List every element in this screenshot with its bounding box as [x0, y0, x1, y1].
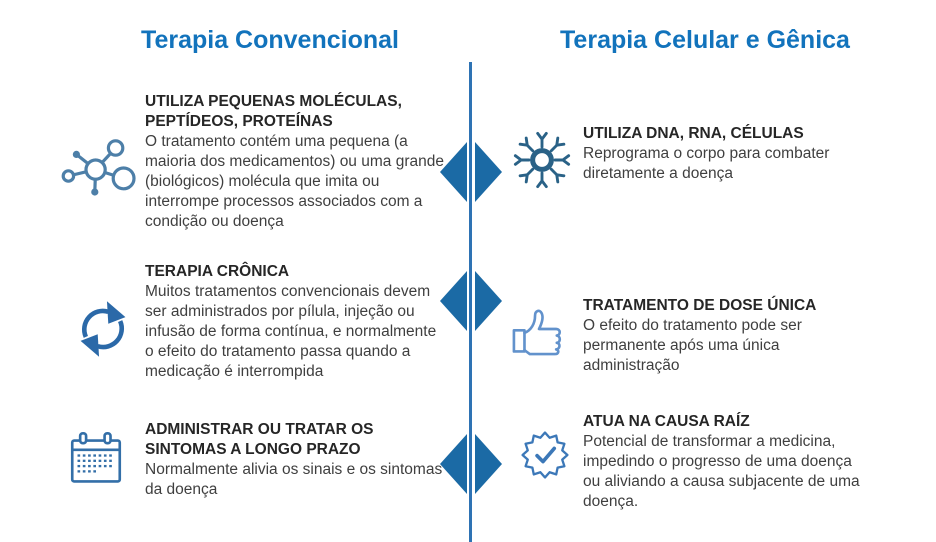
left-item-2-heading: TERAPIA CRÔNICA — [145, 263, 290, 280]
right-item-2-heading: TRATAMENTO DE DOSE ÚNICA — [583, 297, 817, 314]
right-column-title: Terapia Celular e Gênica — [560, 26, 850, 54]
left-item-1-heading: UTILIZA PEQUENAS MOLÉCULAS, PEPTÍDEOS, P… — [145, 93, 402, 130]
diamond-arrows-row2 — [440, 271, 502, 331]
right-item-2-body: O efeito do tratamento pode ser permanen… — [583, 317, 802, 374]
diamond-arrows-row3 — [440, 434, 502, 494]
left-item-2: TERAPIA CRÔNICA Muitos tratamentos conve… — [145, 262, 447, 382]
right-item-3-body: Potencial de transformar a medicina, imp… — [583, 433, 860, 510]
cell-virus-icon — [513, 131, 571, 189]
molecule-icon — [61, 139, 136, 196]
left-column-title: Terapia Convencional — [141, 26, 399, 54]
badge-check-icon — [521, 431, 569, 479]
left-arrow-icon — [440, 271, 467, 331]
calendar-icon — [70, 431, 122, 483]
left-item-1: UTILIZA PEQUENAS MOLÉCULAS, PEPTÍDEOS, P… — [145, 92, 447, 232]
left-item-1-body: O tratamento contém uma pequena (a maior… — [145, 133, 444, 230]
left-arrow-icon — [440, 142, 467, 202]
right-item-3-heading: ATUA NA CAUSA RAÍZ — [583, 413, 750, 430]
right-item-3: ATUA NA CAUSA RAÍZ Potencial de transfor… — [583, 412, 861, 512]
right-arrow-icon — [475, 142, 502, 202]
left-item-3: ADMINISTRAR OU TRATAR OS SINTOMAS A LONG… — [145, 420, 447, 500]
right-arrow-icon — [475, 271, 502, 331]
left-arrow-icon — [440, 434, 467, 494]
thumbs-up-icon — [512, 309, 562, 356]
left-item-2-body: Muitos tratamentos convencionais devem s… — [145, 283, 437, 380]
cycle-arrows-icon — [80, 301, 126, 357]
diamond-arrows-row1 — [440, 142, 502, 202]
right-item-1-heading: UTILIZA DNA, RNA, CÉLULAS — [583, 125, 804, 142]
right-arrow-icon — [475, 434, 502, 494]
right-item-1-body: Reprograma o corpo para combater diretam… — [583, 145, 830, 182]
center-divider-line — [469, 62, 472, 542]
left-item-3-heading: ADMINISTRAR OU TRATAR OS SINTOMAS A LONG… — [145, 421, 374, 458]
left-item-3-body: Normalmente alivia os sinais e os sintom… — [145, 461, 443, 498]
right-item-1: UTILIZA DNA, RNA, CÉLULAS Reprograma o c… — [583, 124, 883, 184]
right-item-2: TRATAMENTO DE DOSE ÚNICA O efeito do tra… — [583, 296, 867, 376]
